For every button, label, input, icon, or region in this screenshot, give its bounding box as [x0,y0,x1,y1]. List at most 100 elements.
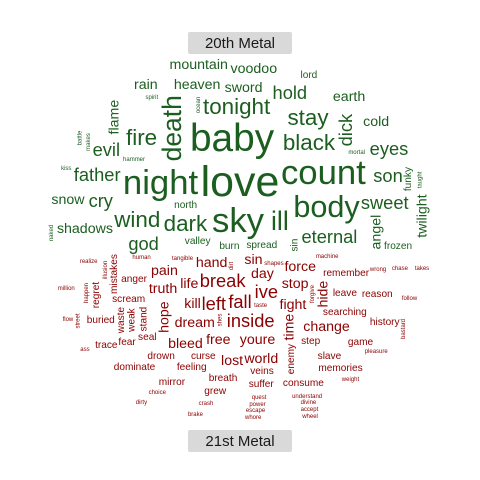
word-bottom-reason: reason [361,289,393,301]
word-top-cry: cry [88,189,113,211]
word-bottom-truth: truth [148,280,178,297]
word-bottom-accept: accept [300,406,319,413]
word-bottom-day: day [251,266,274,283]
word-bottom-suffer: suffer [248,379,274,391]
word-bottom-hand: hand [195,254,228,271]
word-bottom-game: game [347,337,374,349]
word-top-fire: fire [126,124,158,150]
word-bottom-wrong: wrong [369,267,387,274]
word-top-stay: stay [287,105,329,131]
word-top-tonight: tonight [202,94,271,120]
word-bottom-pain: pain [151,263,178,280]
word-bottom-remember: remember [323,267,370,279]
word-bottom-pleasure: pleasure [364,349,388,356]
word-bottom-fight: fight [279,296,307,313]
word-top-dark: dark [163,210,208,236]
word-bottom-drown: drown [147,350,175,362]
word-bottom-hide: hide [315,280,332,308]
word-bottom-illusion: illusion [103,261,110,280]
word-bottom-shes: shes [217,313,224,327]
word-top-spirit: spirit [145,94,159,101]
word-bottom-feeling: feeling [176,361,207,373]
word-top-rain: rain [134,76,158,93]
word-bottom-dirt: dirt [229,261,236,271]
word-bottom-power: power [249,401,266,408]
word-bottom-break: break [199,269,246,291]
word-bottom-leave: leave [332,287,357,299]
word-top-eternal: eternal [301,226,358,248]
word-bottom-regret: regret [91,282,103,309]
word-top-mortal: mortal [348,149,365,156]
word-bottom-happen: happen [83,283,90,304]
word-top-body: body [293,189,360,224]
word-bottom-whore: whore [244,414,262,421]
word-bottom-flow: flow [62,316,74,323]
word-bottom-tangible: tangible [172,256,194,263]
word-bottom-veins: veins [250,366,274,378]
word-top-love: love [200,157,280,206]
word-bottom-machine: machine [315,253,339,260]
word-bottom-brake: brake [187,412,203,419]
word-top-father: father [73,164,121,186]
word-bottom-bleed: bleed [168,335,203,352]
word-bottom-weight: weight [341,377,360,384]
word-bottom-dream: dream [174,314,215,331]
word-top-valley: valley [184,236,211,248]
word-top-cold: cold [363,114,390,131]
word-top-hold: hold [272,81,308,103]
word-top-count: count [280,154,366,193]
word-bottom-scream: scream [112,294,146,306]
word-bottom-bastard: bastard [400,319,407,340]
facet-label-20th-metal: 20th Metal [188,32,292,54]
word-bottom-change: change [303,319,350,336]
word-bottom-quest: quest [251,395,267,402]
word-top-evil: evil [92,139,121,161]
word-bottom-left: left [201,292,227,314]
word-bottom-stand: stand [137,306,149,332]
word-bottom-buried: buried [86,314,115,326]
word-top-mountain: mountain [169,57,228,74]
word-bottom-memories: memories [318,362,363,374]
word-top-night: night [122,163,199,202]
word-bottom-stop: stop [281,275,309,292]
word-top-voodoo: voodoo [230,61,278,78]
word-top-frozen: frozen [384,241,413,253]
word-top-death: death [156,94,187,161]
word-top-battle: battle [77,130,84,146]
word-bottom-trace: trace [95,340,118,352]
word-bottom-fear: fear [118,336,136,348]
word-bottom-time: time [281,313,298,341]
word-top-kiss: kiss [61,165,72,172]
word-bottom-mirror: mirror [158,377,186,389]
word-top-taught: taught [417,172,424,189]
word-top-shadows: shadows [56,221,113,238]
facet-label-21st-metal: 21st Metal [188,430,292,452]
word-bottom-anger: anger [121,274,147,286]
word-bottom-shapes: shapes [264,260,284,267]
word-bottom-ass: ass [80,346,90,353]
word-top-funky: funky [403,166,415,191]
word-bottom-history: history [369,316,400,328]
word-top-sweet: sweet [360,191,409,213]
word-top-son: son [373,165,403,187]
word-bottom-world: world [244,351,279,368]
word-top-baby: baby [189,117,275,161]
word-bottom-wheel: wheel [302,413,318,420]
word-top-hammer: hammer [123,157,146,164]
word-top-ill: ill [271,205,289,236]
word-bottom-lost: lost [221,352,244,369]
word-bottom-dominate: dominate [113,361,156,373]
word-bottom-weak: weak [127,308,139,332]
word-top-sword: sword [224,80,263,97]
word-top-lord: lord [300,70,318,82]
word-bottom-escape: escape [245,408,266,415]
word-bottom-choice: choice [148,390,166,397]
word-top-snow: snow [51,191,85,208]
word-bottom-sin: sin [244,251,263,268]
word-bottom-fall: fall [228,290,252,312]
word-bottom-human: human [132,254,151,261]
word-bottom-street: street [75,313,82,329]
word-top-sky: sky [211,202,265,241]
word-bottom-searching: searching [322,306,367,318]
